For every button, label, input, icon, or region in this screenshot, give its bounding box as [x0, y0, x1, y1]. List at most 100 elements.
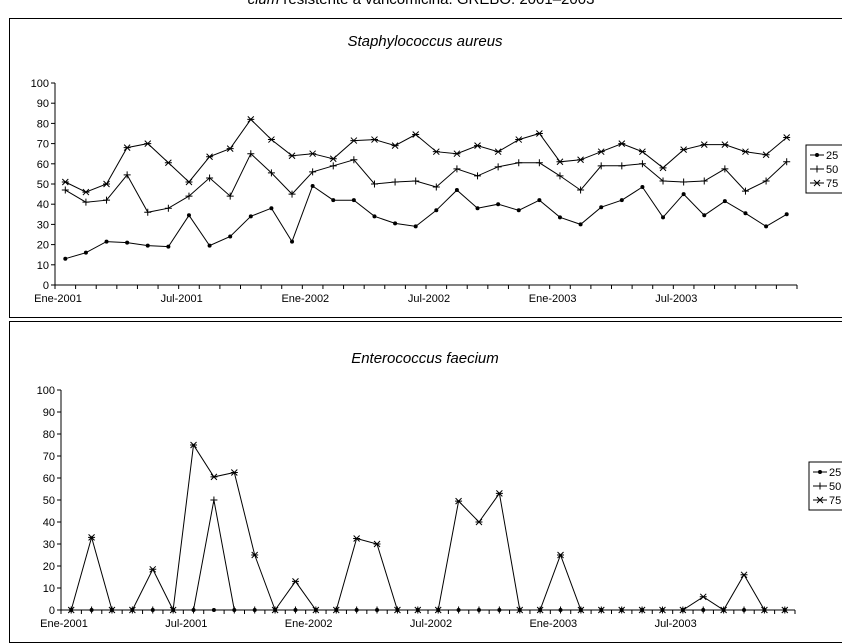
ef-series-75-point [720, 606, 728, 614]
sa-series-25-point [125, 240, 130, 245]
sa-series-75-point [206, 153, 214, 161]
ef-x-tick-label: Ene-2002 [285, 618, 333, 630]
sa-series-25-point [475, 206, 480, 211]
sa-series-75-point [103, 180, 111, 188]
sa-series-50-point [412, 177, 420, 185]
sa-series-75-point [721, 141, 729, 148]
ef-legend-item-25: 25 [813, 467, 841, 479]
sa-series-75-point [267, 136, 275, 143]
ef-y-tick-label: 10 [43, 583, 55, 595]
sa-series-75-point [61, 178, 69, 186]
sa-series-50-point [226, 192, 234, 200]
ef-series-75-point [271, 606, 279, 614]
sa-series-25 [63, 184, 789, 261]
ef-legend-marker-25 [818, 470, 822, 474]
ef-y-tick-label: 70 [43, 451, 55, 463]
sa-y-tick-label: 100 [31, 78, 49, 90]
sa-series-50 [61, 150, 791, 216]
sa-series-75-point [185, 178, 193, 186]
ef-series-50-point [88, 606, 96, 614]
sa-series-25-point [104, 239, 109, 244]
sa-series-50-point [474, 172, 482, 180]
ef-series-75 [67, 441, 789, 614]
sa-series-75-point [82, 188, 90, 196]
ef-series-75-point [190, 441, 198, 449]
sa-series-50-point [164, 204, 172, 212]
ef-series-75-point [740, 571, 748, 579]
ef-series-75-point [108, 606, 116, 614]
sa-series-25-point [228, 234, 233, 239]
sa-series-75-point [680, 146, 688, 154]
sa-x-tick-label: Ene-2001 [34, 293, 82, 305]
ef-series-50-point [699, 606, 707, 614]
sa-series-25-point [290, 239, 295, 244]
sa-legend-item-50: 50 [810, 164, 838, 176]
ef-series-50-point [455, 606, 463, 614]
sa-series-50-point [350, 156, 358, 164]
sa-series-75-point [618, 140, 626, 147]
sa-series-25-point [619, 198, 624, 203]
sa-series-50-point [762, 177, 770, 185]
ef-series-75-point [291, 578, 299, 585]
ef-series-75-point [353, 535, 361, 542]
sa-series-25-point [681, 192, 686, 197]
ef-series-75-point [312, 606, 320, 614]
ef-series-50-point [210, 496, 218, 504]
ef-y-tick-label: 90 [43, 407, 55, 419]
sa-series-75-point [783, 134, 791, 141]
sa-legend-item-75: 75 [810, 178, 838, 190]
sa-series-25-point [702, 213, 707, 218]
sa-series-50-point [391, 178, 399, 186]
page-title: cium resistente a vancomicina. GREBO. 20… [0, 0, 842, 8]
sa-series-50-point [515, 159, 523, 167]
ef-series-75-point [230, 469, 238, 476]
sa-y-tick-label: 90 [37, 98, 49, 110]
ef-series-50-point [353, 606, 361, 614]
sa-series-50-point [206, 174, 214, 182]
sa-x-tick-label: Jul-2002 [408, 293, 450, 305]
ef-series-50-point [495, 606, 503, 614]
sa-series-25-point [599, 205, 604, 210]
ef-series-50 [67, 496, 789, 614]
sa-y-tick-label: 80 [37, 118, 49, 130]
sa-series-50-point [185, 192, 193, 200]
ef-legend-marker-50 [816, 482, 824, 490]
sa-series-25-point [640, 185, 645, 190]
sa-series-25-point [166, 244, 171, 249]
sa-series-50-point [103, 196, 111, 204]
ef-series-75-point [67, 606, 75, 614]
ef-series-75-point [210, 473, 218, 481]
chart-enterococcus-faecium: Enterococcus faecium 0 10 20 30 40 50 60 70 80 90 1… [37, 350, 842, 630]
sa-series-25-point [248, 214, 253, 219]
ef-y-tick-label: 60 [43, 473, 55, 485]
sa-series-25-point [661, 215, 666, 220]
ef-series-50-point [557, 606, 565, 614]
ef-x-tick-label: Ene-2003 [529, 618, 577, 630]
ef-series-75-point [455, 497, 463, 505]
sa-legend-label-75: 75 [826, 178, 838, 190]
sa-series-50-point [680, 178, 688, 186]
sa-legend-marker-25 [815, 153, 819, 157]
ef-y-tick-label: 40 [43, 517, 55, 529]
sa-chart-title: Staphylococcus aureus [347, 33, 503, 50]
sa-y-tick-label: 50 [37, 179, 49, 191]
sa-series-50-point [741, 187, 749, 195]
ef-series-75-point [760, 606, 768, 614]
sa-series-50-point [82, 198, 90, 206]
page-title-rest: resistente a vancomicina. GREBO. 2001–20… [279, 0, 594, 8]
sa-series-75-point [762, 151, 770, 159]
sa-legend-marker-50 [813, 165, 821, 173]
sa-series-75-point [288, 152, 296, 160]
sa-series-75-point [659, 164, 667, 172]
sa-y-tick-label: 30 [37, 219, 49, 231]
sa-series-25-point [784, 212, 789, 217]
ef-y-tick-label: 0 [49, 605, 55, 617]
sa-series-50-point [597, 162, 605, 170]
sa-series-75-point [638, 148, 646, 156]
ef-series-50-point [149, 606, 157, 614]
ef-series-75-point [88, 534, 96, 541]
sa-series-75-point [453, 150, 461, 158]
sa-series-75-line [65, 118, 788, 193]
ef-series-75-point [149, 565, 157, 573]
ef-legend: 25 50 75 [808, 461, 842, 511]
